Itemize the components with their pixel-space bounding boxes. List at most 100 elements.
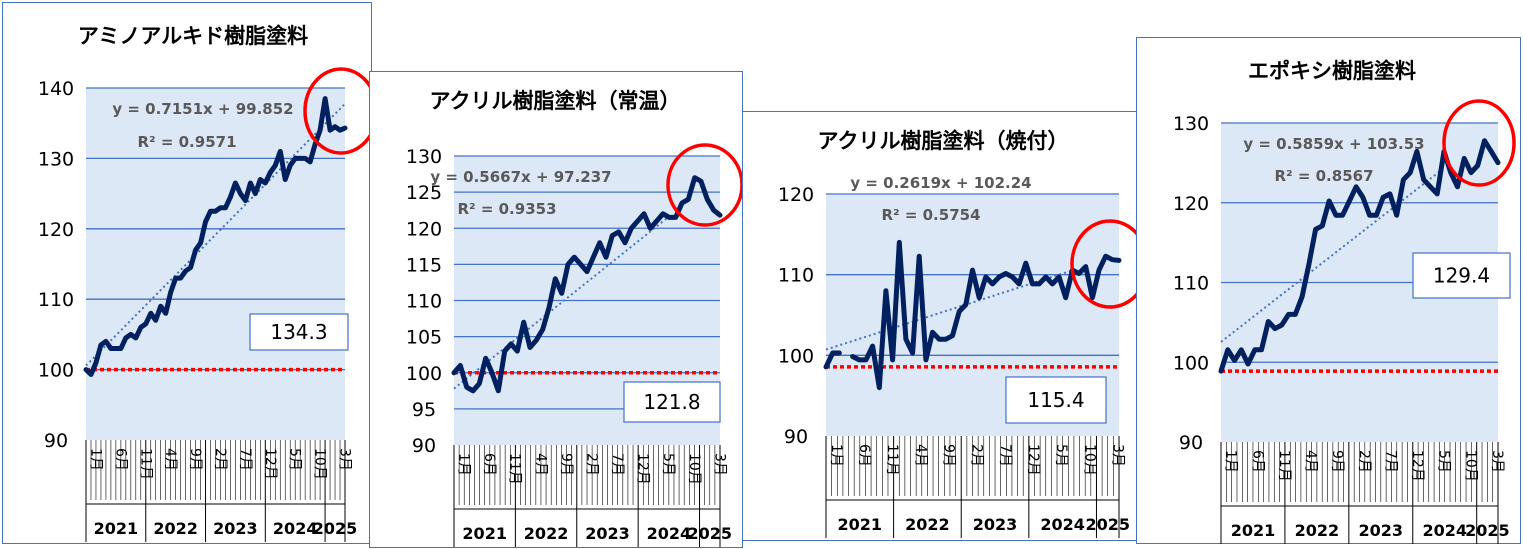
x-month-label: 7月 [237, 448, 253, 471]
x-year-label: 2025 [313, 519, 358, 538]
x-month-label: 2月 [969, 444, 985, 467]
series-line [83, 96, 348, 377]
x-month-label: 2月 [583, 453, 599, 476]
x-month-label: 4月 [162, 448, 178, 471]
x-month-label: 6月 [1249, 450, 1265, 473]
x-year-label: 2022 [524, 524, 569, 543]
value-box [623, 381, 721, 423]
latest-value-label: 115.4 [1027, 388, 1084, 412]
x-year-label: 2024 [273, 519, 318, 538]
y-tick-label: 120 [778, 184, 814, 206]
chart-svg: エポキシ樹脂塗料 90 100 110 120 130 1月 6月 11月 4月 9月 2月 7月 12… [1173, 59, 1516, 544]
series-line [823, 239, 1122, 391]
x-month-label: 10月 [1081, 444, 1097, 476]
y-tick-label: 120 [38, 219, 74, 241]
y-tick-label: 95 [412, 399, 436, 421]
x-month-label: 5月 [1053, 444, 1069, 467]
chart-svg: アミノアルキド樹脂塗料 90 100 110 120 130 140 1月 6月 11月 4月 9月… [38, 24, 379, 542]
y-tick-label: 110 [38, 289, 74, 311]
y-tick-label: 105 [406, 327, 442, 349]
value-box [1005, 376, 1107, 424]
series-line [1218, 138, 1501, 374]
y-tick-label: 90 [1179, 432, 1203, 454]
x-month-label: 11月 [884, 444, 900, 476]
chart-panel-acrylic-baking: アクリル樹脂塗料（焼付） 90 100 110 120 1月 6月 11月 4月 9月 2月 7月 1… [742, 111, 1150, 541]
x-month-label: 11月 [507, 453, 523, 485]
trendline [85, 103, 346, 367]
x-year-label: 2024 [1422, 521, 1467, 540]
y-tick-label: 110 [406, 291, 442, 313]
x-year-label: 2025 [1085, 515, 1130, 534]
r-squared: R² = 0.9571 [137, 133, 236, 151]
x-year-label: 2022 [153, 519, 198, 538]
x-month-label: 1月 [1223, 450, 1239, 473]
y-tick-label: 140 [38, 78, 74, 100]
x-month-label: 4月 [1303, 450, 1319, 473]
x-month-label: 10月 [686, 453, 702, 485]
r-squared: R² = 0.8567 [1274, 167, 1373, 185]
x-month-label: 12月 [262, 448, 278, 480]
x-month-label: 3月 [1110, 444, 1126, 467]
x-year-label: 2025 [1465, 521, 1510, 540]
x-month-label: 6月 [112, 448, 128, 471]
trendline [453, 215, 670, 390]
y-tick-label: 90 [412, 435, 436, 457]
latest-value-label: 134.3 [270, 320, 327, 344]
trendline [1220, 170, 1441, 343]
x-month-label: 12月 [1409, 450, 1425, 482]
x-month-label: 7月 [1382, 450, 1398, 473]
x-year-label: 2021 [838, 515, 883, 534]
x-year-label: 2022 [1295, 521, 1340, 540]
x-year-label: 2025 [688, 524, 733, 543]
x-month-label: 11月 [137, 448, 153, 480]
trendline-equation: y = 0.5859x + 103.53 [1243, 135, 1424, 153]
x-month-label: 3月 [711, 453, 727, 476]
y-tick-label: 110 [1173, 273, 1209, 295]
r-squared: R² = 0.5754 [881, 206, 980, 224]
x-month-label: 6月 [481, 453, 497, 476]
x-year-label: 2023 [585, 524, 630, 543]
x-month-label: 2月 [1356, 450, 1372, 473]
x-year-label: 2024 [647, 524, 692, 543]
x-year-label: 2021 [462, 524, 507, 543]
y-tick-label: 120 [406, 218, 442, 240]
series-line [451, 175, 723, 394]
x-month-label: 5月 [660, 453, 676, 476]
chart-title: アミノアルキド樹脂塗料 [78, 24, 308, 48]
trendline-equation: y = 0.7151x + 99.852 [112, 100, 293, 118]
latest-value-label: 121.8 [643, 390, 700, 414]
y-tick-label: 130 [38, 148, 74, 170]
x-year-label: 2021 [94, 519, 139, 538]
x-month-label: 9月 [941, 444, 957, 467]
value-box [249, 313, 349, 351]
x-year-label: 2022 [905, 515, 950, 534]
y-tick-label: 90 [784, 426, 808, 448]
y-tick-label: 100 [38, 360, 74, 382]
x-month-label: 9月 [1329, 450, 1345, 473]
x-month-label: 3月 [1489, 450, 1505, 473]
x-month-label: 10月 [312, 448, 328, 480]
chart-panel-acrylic-ambient: アクリル樹脂塗料（常温） 90 95 100 105 110 115 120 125 130 1月… [369, 71, 744, 548]
y-tick-label: 125 [406, 182, 442, 204]
chart-title: エポキシ樹脂塗料 [1248, 59, 1416, 83]
x-month-label: 12月 [1025, 444, 1041, 476]
highlight-ellipse [1442, 99, 1516, 187]
x-month-label: 7月 [997, 444, 1013, 467]
x-year-label: 2023 [973, 515, 1018, 534]
x-month-label: 9月 [558, 453, 574, 476]
x-month-label: 2月 [212, 448, 228, 471]
x-month-label: 1月 [828, 444, 844, 467]
trendline [825, 268, 1075, 351]
x-month-label: 9月 [187, 448, 203, 471]
x-month-label: 5月 [1436, 450, 1452, 473]
y-tick-label: 115 [406, 254, 442, 276]
y-tick-label: 120 [1173, 193, 1209, 215]
x-year-label: 2024 [1040, 515, 1085, 534]
value-box [1412, 252, 1511, 299]
y-tick-label: 100 [778, 345, 814, 367]
x-month-label: 6月 [856, 444, 872, 467]
x-month-label: 5月 [287, 448, 303, 471]
chart-svg: アクリル樹脂塗料（常温） 90 95 100 105 110 115 120 125 130 1月… [406, 89, 744, 547]
chart-title: アクリル樹脂塗料（焼付） [818, 129, 1069, 153]
x-month-label: 3月 [337, 448, 353, 471]
